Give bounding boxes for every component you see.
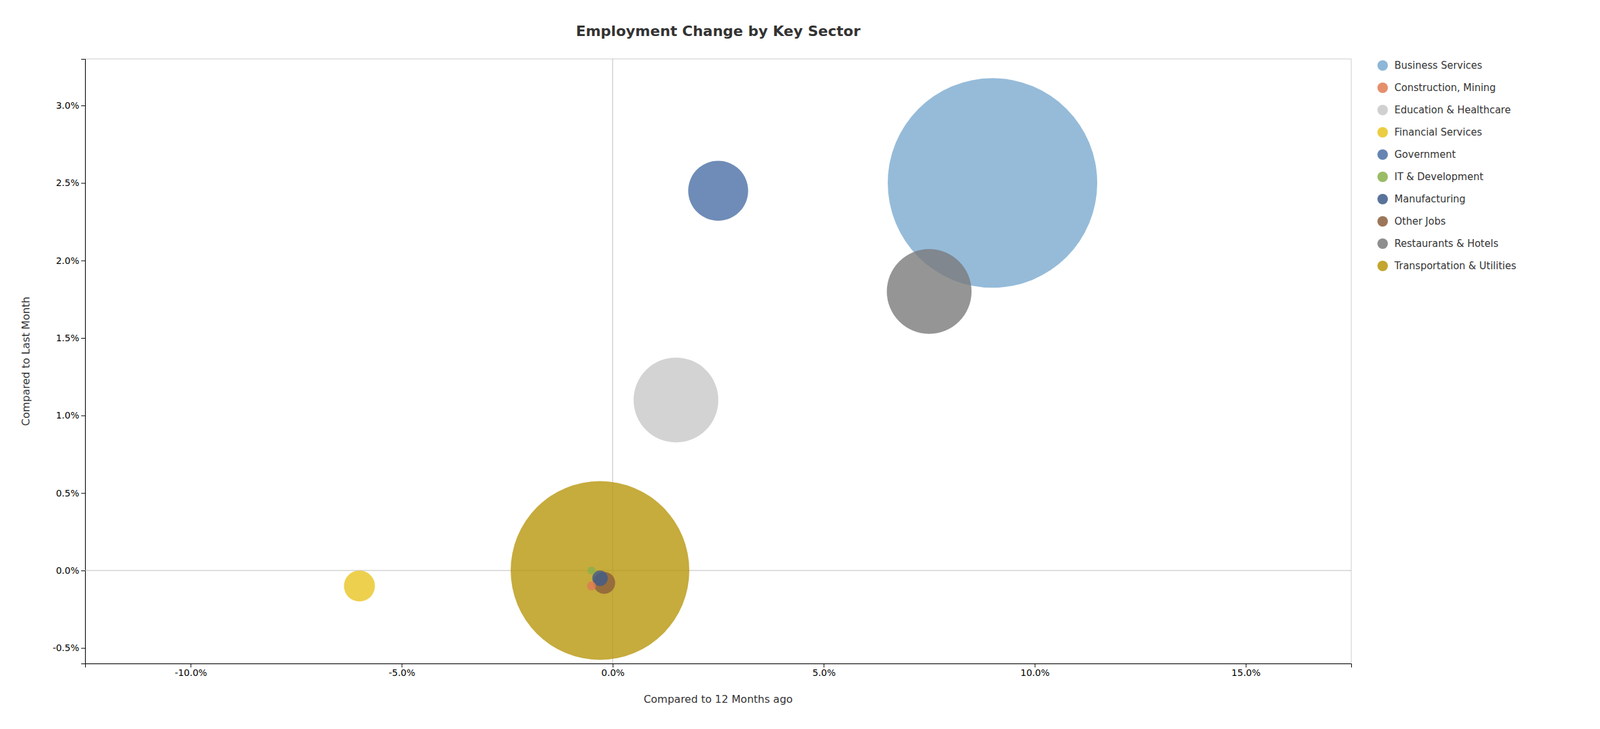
y-tick-mark bbox=[81, 105, 86, 107]
y-tick-label: 0.0% bbox=[55, 564, 80, 576]
y-tick-mark bbox=[81, 260, 86, 262]
bubble bbox=[688, 160, 749, 221]
legend-swatch bbox=[1377, 149, 1388, 160]
x-axis-line bbox=[85, 663, 1352, 668]
y-tick-label: 0.5% bbox=[55, 487, 80, 499]
y-tick: 2.5% bbox=[55, 177, 86, 188]
y-tick-mark bbox=[81, 570, 86, 571]
plot-frame bbox=[85, 58, 1352, 664]
y-tick-label: 2.5% bbox=[55, 177, 80, 188]
x-axis: -10.0% -5.0% 0.0% 5.0% 10.0% 15.0% bbox=[85, 663, 1352, 678]
legend-item: Transportation & Utilities bbox=[1377, 259, 1517, 272]
legend-swatch bbox=[1377, 127, 1388, 138]
y-tick-mark bbox=[81, 337, 86, 339]
legend-item: Education & Healthcare bbox=[1377, 104, 1511, 116]
plot-area: -10.0% -5.0% 0.0% 5.0% 10.0% 15.0% -0.5% 0.0% 0.… bbox=[52, 58, 1352, 678]
x-axis-title: Compared to 12 Months ago bbox=[643, 692, 793, 706]
bubble bbox=[343, 570, 375, 601]
x-tick: -5.0% bbox=[388, 663, 416, 678]
y-tick: 2.0% bbox=[55, 255, 86, 266]
y-axis-title: Compared to Last Month bbox=[19, 296, 33, 427]
legend-label: Manufacturing bbox=[1394, 193, 1466, 205]
y-tick: 0.5% bbox=[55, 487, 86, 499]
legend-swatch bbox=[1377, 238, 1388, 249]
y-tick: 0.0% bbox=[55, 564, 86, 576]
y-tick: -0.5% bbox=[52, 642, 86, 653]
y-tick: 1.5% bbox=[55, 332, 86, 344]
legend-item: Business Services bbox=[1377, 59, 1483, 72]
legend-label: Financial Services bbox=[1394, 126, 1483, 139]
marks bbox=[85, 58, 1352, 664]
y-tick-mark bbox=[81, 647, 86, 649]
legend-swatch bbox=[1377, 193, 1388, 205]
chart-svg: -10.0% -5.0% 0.0% 5.0% 10.0% 15.0% -0.5% 0.0% 0.… bbox=[0, 0, 1600, 729]
legend-item: Restaurants & Hotels bbox=[1377, 237, 1499, 250]
x-tick: 5.0% bbox=[812, 663, 837, 678]
bubble bbox=[633, 357, 719, 442]
legend-swatch bbox=[1377, 216, 1388, 227]
x-tick-label: 0.0% bbox=[601, 667, 626, 678]
legend-label: Restaurants & Hotels bbox=[1394, 237, 1499, 250]
legend: Business Services Construction, Mining Edu… bbox=[1377, 59, 1517, 272]
legend-label: Construction, Mining bbox=[1394, 81, 1496, 94]
x-tick-label: 10.0% bbox=[1020, 667, 1050, 678]
legend-label: Transportation & Utilities bbox=[1393, 259, 1517, 272]
legend-item: IT & Development bbox=[1377, 170, 1484, 183]
x-tick: 10.0% bbox=[1020, 663, 1050, 678]
y-tick-label: 3.0% bbox=[55, 100, 80, 111]
legend-item: Construction, Mining bbox=[1377, 81, 1496, 94]
chart-container: -10.0% -5.0% 0.0% 5.0% 10.0% 15.0% -0.5% 0.0% 0.… bbox=[0, 0, 1600, 729]
y-tick: 1.0% bbox=[55, 409, 86, 421]
y-tick-mark bbox=[81, 415, 86, 416]
bubble bbox=[510, 481, 690, 660]
y-zero-line bbox=[85, 570, 1352, 571]
x-tick: 15.0% bbox=[1231, 663, 1261, 678]
bubble bbox=[587, 581, 597, 591]
legend-label: Other Jobs bbox=[1394, 215, 1446, 228]
legend-label: IT & Development bbox=[1394, 170, 1484, 183]
legend-swatch bbox=[1377, 260, 1388, 272]
x-tick-label: 5.0% bbox=[812, 667, 837, 678]
legend-item: Manufacturing bbox=[1377, 193, 1466, 205]
legend-item: Other Jobs bbox=[1377, 215, 1446, 228]
y-tick-label: 1.0% bbox=[55, 409, 80, 421]
y-tick-label: -0.5% bbox=[52, 642, 80, 653]
legend-label: Education & Healthcare bbox=[1394, 104, 1511, 116]
chart-title: Employment Change by Key Sector bbox=[576, 22, 861, 40]
legend-swatch bbox=[1377, 171, 1388, 182]
y-tick: 3.0% bbox=[55, 100, 86, 111]
y-tick-label: 1.5% bbox=[55, 332, 80, 344]
y-tick-mark bbox=[81, 182, 86, 184]
legend-swatch bbox=[1377, 82, 1388, 93]
bubble bbox=[887, 248, 972, 334]
x-tick-label: -5.0% bbox=[388, 667, 416, 678]
legend-item: Financial Services bbox=[1377, 126, 1483, 139]
x-tick: 0.0% bbox=[601, 663, 626, 678]
legend-swatch bbox=[1377, 60, 1388, 71]
legend-item: Government bbox=[1377, 148, 1456, 161]
x-tick-label: -10.0% bbox=[174, 667, 208, 678]
x-tick-label: 15.0% bbox=[1231, 667, 1261, 678]
legend-label: Government bbox=[1394, 148, 1456, 161]
y-tick-mark bbox=[81, 492, 86, 494]
legend-label: Business Services bbox=[1394, 59, 1483, 72]
legend-swatch bbox=[1377, 104, 1388, 116]
bubbles bbox=[343, 77, 1098, 660]
bubble bbox=[587, 566, 596, 575]
y-tick-label: 2.0% bbox=[55, 255, 80, 266]
x-tick: -10.0% bbox=[174, 663, 208, 678]
y-axis-line bbox=[81, 59, 86, 664]
y-axis: -0.5% 0.0% 0.5% 1.0% 1.5% 2.0% 2.5% 3.0% bbox=[52, 59, 86, 664]
